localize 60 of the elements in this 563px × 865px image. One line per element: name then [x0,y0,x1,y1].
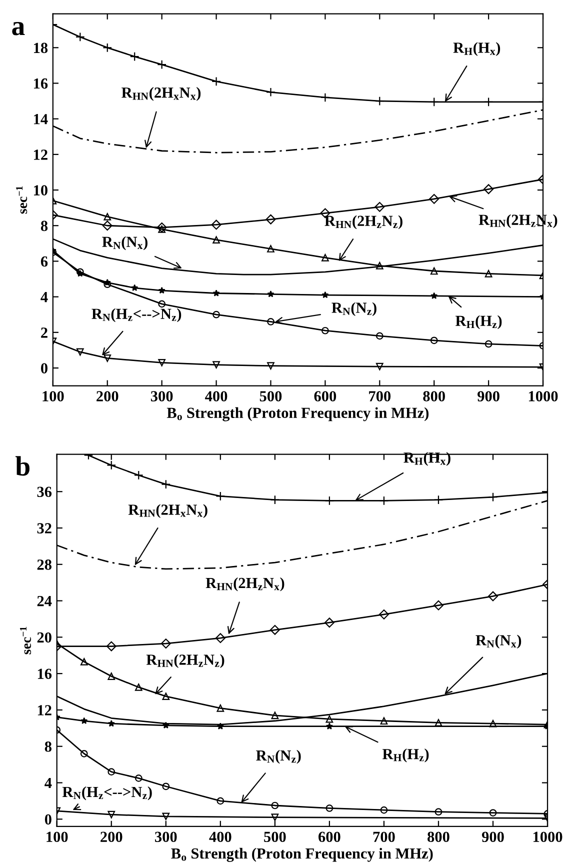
x-tick-label: 200 [100,832,122,842]
annotation: R$_{N}$(N$_{z}$) [332,302,376,316]
chart-title: a [12,22,25,36]
annotation: R$_{N}$(H$_{z}$<-->N$_{z}$) [62,786,152,800]
x-tick-label: 600 [314,391,336,402]
annotation: R$_{H}$(H$_{x}$) [453,42,500,56]
annotation: R$_{N}$(N$_{x}$) [476,634,522,649]
y-tick-label: 2 [41,328,48,338]
x-axis-title: B$_{o}$ Strength (Proton Frequency in MHz) [166,407,429,422]
y-axis-title: sec$^{−1}$ [16,186,28,214]
x-tick-label: 100 [42,391,64,402]
x-tick-label: 1000 [533,832,562,842]
annotation: R$_{HN}$(2H$_{z}$N$_{z}$) [324,215,402,230]
y-tick-label: 8 [40,220,48,232]
y-tick-label: 16 [38,668,52,680]
y-tick-label: 24 [37,596,52,606]
x-tick-label: 900 [478,391,500,402]
annotation: R$_{N}$(H$_{z}$<-->N$_{z}$) [92,308,182,322]
y-tick-label: 18 [34,42,48,54]
y-tick-label: 12 [34,150,48,160]
x-tick-label: 400 [205,391,228,402]
x-tick-label: 1000 [528,391,558,402]
x-tick-label: 800 [428,832,450,842]
x-tick-label: 700 [369,391,391,402]
x-tick-label: 700 [373,832,395,842]
y-tick-label: 4 [40,292,48,302]
y-tick-label: 0 [44,814,52,825]
annotation: R$_{HN}$(2H$_{x}$N$_{x}$) [128,504,208,518]
y-tick-label: 0 [41,363,48,374]
x-tick-label: 500 [264,832,286,842]
x-tick-label: 200 [96,391,118,402]
y-tick-label: 4 [44,778,52,788]
y-tick-label: 6 [40,256,48,267]
x-tick-label: 100 [46,832,68,842]
x-axis-title: B$_{o}$ Strength (Proton Frequency in MHz) [171,848,433,862]
x-tick-label: 600 [318,832,340,842]
annotation: R$_{HN}$(2H$_{z}$N$_{z}$) [146,654,224,668]
annotation: R$_{HN}$(2H$_{x}$N$_{x}$) [122,87,201,101]
y-tick-label: 12 [38,705,52,716]
x-tick-label: 300 [150,391,173,402]
y-tick-label: 10 [34,185,48,196]
y-tick-label: 32 [37,523,52,534]
annotation: R$_{HN}$(2H$_{z}$N$_{x}$) [206,577,284,592]
x-tick-label: 400 [209,832,232,842]
x-tick-label: 500 [260,391,282,402]
y-tick-label: 28 [37,560,52,570]
y-tick-label: 16 [34,78,48,89]
y-axis-title: sec$^{−1}$ [20,626,32,654]
x-tick-label: 300 [155,832,177,842]
annotation: R$_{N}$(N$_{z}$) [256,750,301,764]
y-tick-label: 8 [44,741,52,752]
y-tick-label: 36 [37,486,52,498]
chart-title: b [16,456,30,476]
annotation: R$_{H}$(H$_{z}$) [455,315,502,330]
y-tick-label: 14 [34,114,48,124]
annotation: R$_{N}$(N$_{x}$) [102,236,148,250]
annotation: R$_{H}$(H$_{z}$) [382,748,429,762]
x-tick-label: 900 [482,832,504,842]
x-tick-label: 800 [423,391,445,402]
y-tick-label: 20 [37,632,52,643]
